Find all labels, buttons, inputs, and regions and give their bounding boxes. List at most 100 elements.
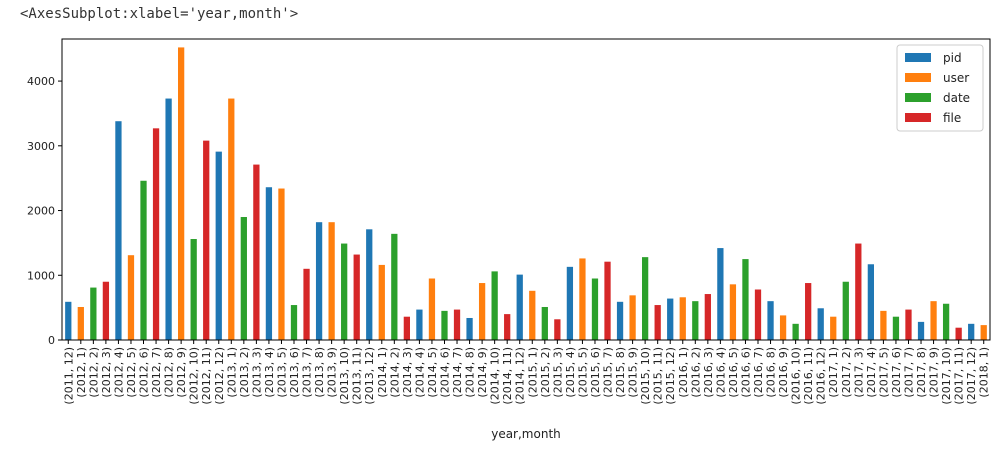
bar — [453, 309, 461, 340]
bar — [178, 47, 185, 341]
x-tick-label: (2018, 1) — [978, 347, 991, 398]
bar — [416, 309, 423, 340]
x-tick-label: (2017, 5) — [877, 347, 890, 398]
bar — [240, 217, 247, 340]
bar — [830, 316, 837, 340]
x-tick-label: (2012, 2) — [87, 347, 100, 398]
bar — [717, 248, 724, 340]
x-tick-label: (2015, 5) — [576, 347, 589, 398]
x-tick-label: (2012, 12) — [213, 347, 226, 405]
y-tick-label: 2000 — [27, 205, 55, 218]
bar — [604, 261, 611, 340]
x-tick-label: (2015, 10) — [639, 347, 652, 405]
x-tick-label: (2016, 10) — [790, 347, 803, 405]
x-tick-label: (2013, 1) — [225, 347, 238, 398]
x-tick-label: (2016, 3) — [702, 347, 715, 398]
legend-swatch — [905, 53, 931, 62]
bar — [491, 271, 498, 340]
y-tick-label: 1000 — [27, 269, 55, 282]
bar — [817, 308, 824, 340]
x-tick-label: (2016, 11) — [802, 347, 815, 405]
x-tick-label: (2014, 9) — [476, 347, 489, 398]
bar — [328, 222, 335, 340]
x-tick-label: (2013, 2) — [238, 347, 251, 398]
x-tick-label: (2014, 11) — [501, 347, 514, 405]
x-tick-label: (2013, 5) — [275, 347, 288, 398]
x-tick-label: (2012, 8) — [163, 347, 176, 398]
bar — [667, 298, 674, 340]
bar — [729, 284, 737, 340]
x-tick-label: (2015, 3) — [551, 347, 564, 398]
bar — [253, 164, 260, 340]
x-tick-label: (2017, 3) — [852, 347, 865, 398]
x-tick-label: (2014, 5) — [426, 347, 439, 398]
bar — [353, 254, 360, 340]
bar — [792, 323, 799, 340]
bar — [892, 316, 900, 340]
bar — [190, 239, 197, 340]
x-tick-label: (2016, 1) — [677, 347, 690, 398]
bar — [779, 315, 787, 340]
bar — [942, 303, 950, 340]
bar — [930, 301, 937, 340]
x-tick-label: (2014, 3) — [401, 347, 414, 398]
x-tick-label: (2014, 6) — [438, 347, 451, 398]
x-tick-label: (2014, 4) — [413, 347, 426, 398]
x-tick-label: (2015, 4) — [564, 347, 577, 398]
bar — [428, 278, 436, 340]
x-tick-label: (2015, 12) — [664, 347, 677, 405]
bar — [466, 317, 473, 340]
x-tick-label: (2013, 11) — [351, 347, 364, 405]
x-tick-label: (2013, 3) — [250, 347, 263, 398]
bar — [616, 301, 624, 340]
legend-swatch — [905, 113, 931, 122]
y-tick-label: 3000 — [27, 140, 55, 153]
x-tick-label: (2017, 11) — [953, 347, 966, 405]
bar — [165, 98, 172, 340]
bar — [867, 264, 874, 340]
x-tick-label: (2013, 10) — [338, 347, 351, 405]
x-tick-label: (2017, 7) — [902, 347, 915, 398]
bar — [203, 140, 210, 340]
x-tick-label: (2011, 12) — [62, 347, 75, 405]
x-tick-label: (2016, 7) — [752, 347, 765, 398]
x-tick-label: (2012, 9) — [175, 347, 188, 398]
bar — [278, 188, 285, 340]
bar — [968, 323, 975, 340]
legend-box — [896, 44, 984, 132]
y-tick-label: 4000 — [27, 75, 55, 88]
x-tick-label: (2015, 7) — [602, 347, 615, 398]
x-tick-label: (2014, 8) — [464, 347, 477, 398]
legend-label: file — [943, 111, 961, 125]
bar — [742, 259, 749, 340]
bar — [754, 289, 762, 340]
x-tick-label: (2014, 1) — [376, 347, 389, 398]
bar — [704, 294, 711, 340]
bar — [504, 314, 511, 340]
bar — [152, 128, 160, 340]
x-tick-label: (2013, 8) — [313, 347, 326, 398]
bar — [366, 229, 373, 340]
bar — [65, 301, 72, 340]
bar — [127, 255, 135, 340]
bar — [566, 266, 574, 340]
bar — [679, 297, 686, 340]
bar — [880, 310, 887, 340]
bar — [140, 180, 147, 340]
x-tick-label: (2017, 2) — [840, 347, 853, 398]
bar — [855, 243, 862, 340]
bar — [315, 222, 323, 340]
x-axis: (2011, 12) (2012, 1) (2012, 2) (2012, 3) (20… — [62, 340, 991, 405]
y-axis: 0 1000 2000 3000 4000 — [27, 75, 62, 347]
x-tick-label: (2012, 1) — [75, 347, 88, 398]
legend-swatch — [905, 93, 931, 102]
legend: pid user date file — [896, 44, 984, 132]
x-tick-label: (2012, 10) — [188, 347, 201, 405]
bar — [842, 281, 849, 340]
x-tick-label: (2017, 8) — [915, 347, 928, 398]
bars-group — [65, 47, 987, 341]
bar — [391, 233, 398, 340]
output-repr: <AxesSubplot:xlabel='year,month'> — [20, 6, 299, 22]
bar — [905, 309, 912, 340]
